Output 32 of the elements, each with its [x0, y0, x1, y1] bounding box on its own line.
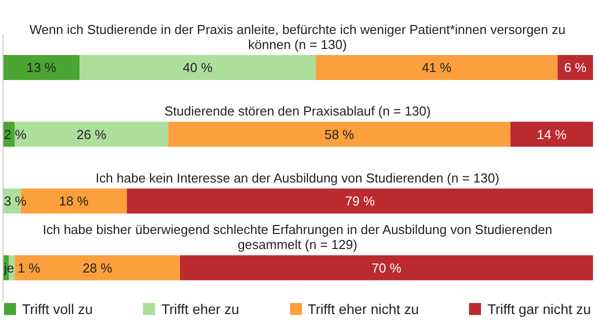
legend-label: Trifft gar nicht zu	[486, 301, 591, 317]
data-label: 41 %	[422, 60, 452, 75]
data-label: je 1 %	[3, 260, 41, 276]
y-tick-label: Ich habe bisher überwiegend schlechte Erfahrungen in der Ausbildung von Studierenden gesammelt (n = 129)	[42, 222, 552, 252]
legend-label: Trifft eher zu	[160, 301, 240, 317]
bar	[168, 122, 510, 147]
data-label: 13 %	[26, 60, 57, 75]
data-label: 3 %	[4, 194, 27, 208]
data-label: 14 %	[536, 126, 567, 142]
data-label: 2 %	[4, 126, 27, 142]
bar	[3, 55, 80, 80]
bar	[14, 122, 168, 147]
y-tick-label: Studierende stören den Praxisablauf (n = 130)	[164, 104, 431, 119]
data-label: 18 %	[58, 194, 90, 208]
y-tick-label: Wenn ich Studierende in der Praxis anleite, befürchte ich weniger Patient*innen versorgen zu können (n = 130)	[30, 22, 566, 52]
bar	[558, 55, 593, 80]
bar	[14, 255, 180, 280]
bar	[80, 55, 316, 80]
data-label: 79 %	[345, 194, 376, 208]
y-tick-label: Ich habe kein Interesse an der Ausbildung von Studierenden (n = 130)	[96, 170, 500, 186]
data-label: 70 %	[372, 260, 402, 276]
data-label: 40 %	[182, 60, 213, 75]
legend-label: Trifft eher nicht zu	[306, 301, 419, 317]
bar	[316, 55, 558, 80]
data-label: 6 %	[564, 60, 587, 75]
bar	[510, 122, 593, 147]
bar	[126, 188, 593, 214]
data-label: 26 %	[76, 126, 107, 142]
bar	[180, 255, 593, 280]
data-label: 28 %	[82, 260, 113, 276]
legend-label: Trifft voll zu	[21, 301, 93, 317]
data-label: 58 %	[324, 126, 355, 142]
